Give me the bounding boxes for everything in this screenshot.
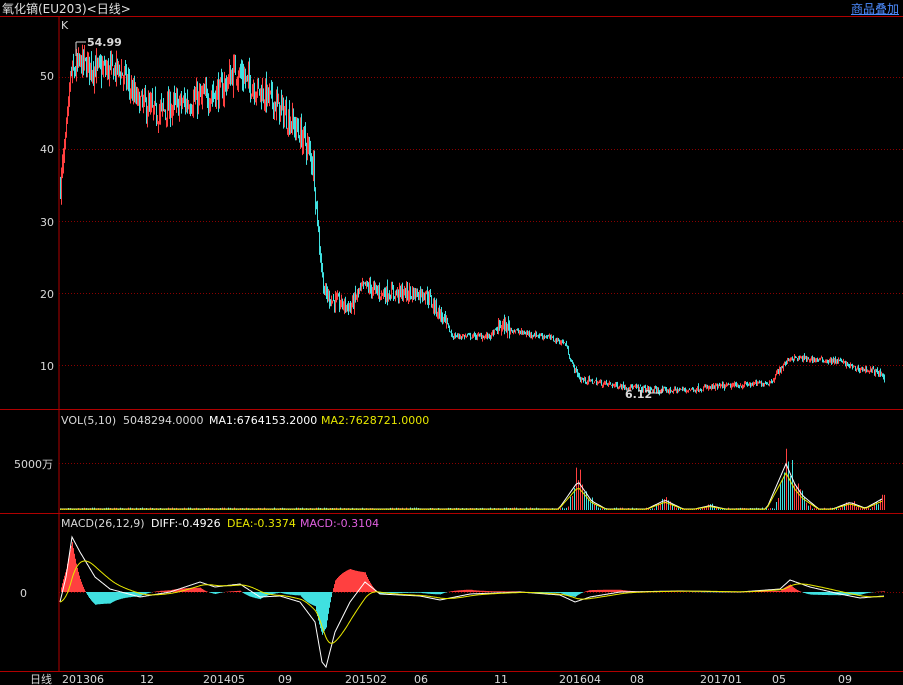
- title-bar: 氧化镝(EU203)<日线> 商品叠加: [0, 0, 903, 16]
- volume-indicator-name: VOL(5,10): [61, 414, 116, 427]
- macd-zero-label: 0: [20, 587, 27, 600]
- price-series: [60, 44, 885, 396]
- macd-value: MACD:-0.3104: [300, 517, 379, 530]
- macd-diff-line: [59, 535, 885, 669]
- macd-indicator-name: MACD(26,12,9): [61, 517, 145, 530]
- macd-series: [59, 535, 885, 669]
- volume-ma2: MA2:7628721.0000: [321, 414, 429, 427]
- x-tick: 09: [838, 673, 852, 685]
- price-tick: 10: [40, 360, 54, 373]
- high-price-label: 54.99: [87, 36, 122, 49]
- x-tick: 201701: [700, 673, 742, 685]
- instrument-title: 氧化镝(EU203)<日线>: [2, 2, 131, 16]
- macd-dea-line: [59, 560, 885, 644]
- x-tick: 201502: [345, 673, 387, 685]
- x-tick: 05: [772, 673, 786, 685]
- volume-header: VOL(5,10) 5048294.0000 MA1:6764153.2000 …: [61, 414, 429, 427]
- price-tick: 40: [40, 143, 54, 156]
- x-tick: 11: [494, 673, 508, 685]
- volume-tick: 5000万: [14, 458, 53, 471]
- x-tick: 12: [140, 673, 154, 685]
- price-grid: [59, 77, 903, 366]
- macd-dea: DEA:-0.3374: [227, 517, 296, 530]
- price-panel-label: K: [61, 19, 69, 32]
- overlay-commodity-button[interactable]: 商品叠加: [850, 2, 899, 16]
- x-tick: 06: [414, 673, 428, 685]
- volume-ma1: MA1:6764153.2000: [209, 414, 317, 427]
- x-tick: 201306: [62, 673, 104, 685]
- period-label: 日线: [30, 672, 52, 685]
- x-tick: 08: [630, 673, 644, 685]
- volume-value: 5048294.0000: [123, 414, 203, 427]
- macd-diff: DIFF:-0.4926: [151, 517, 221, 530]
- volume-series: [60, 448, 885, 510]
- macd-header: MACD(26,12,9) DIFF:-0.4926 DEA:-0.3374 M…: [61, 517, 379, 530]
- price-tick: 20: [40, 288, 54, 301]
- price-tick: 30: [40, 216, 54, 229]
- x-tick: 09: [278, 673, 292, 685]
- volume-ma1-line: [60, 462, 883, 510]
- low-marker: 6.12: [625, 388, 663, 401]
- high-marker: 54.99: [75, 36, 122, 56]
- volume-ma2-line: [60, 471, 883, 510]
- low-price-label: 6.12: [625, 388, 652, 401]
- x-axis: 201306 12 201405 09 201502 06 11 201604 …: [62, 673, 852, 685]
- price-axis: 50 40 30 20 10: [40, 70, 54, 373]
- x-tick: 201604: [559, 673, 601, 685]
- x-tick: 201405: [203, 673, 245, 685]
- price-tick: 50: [40, 70, 54, 83]
